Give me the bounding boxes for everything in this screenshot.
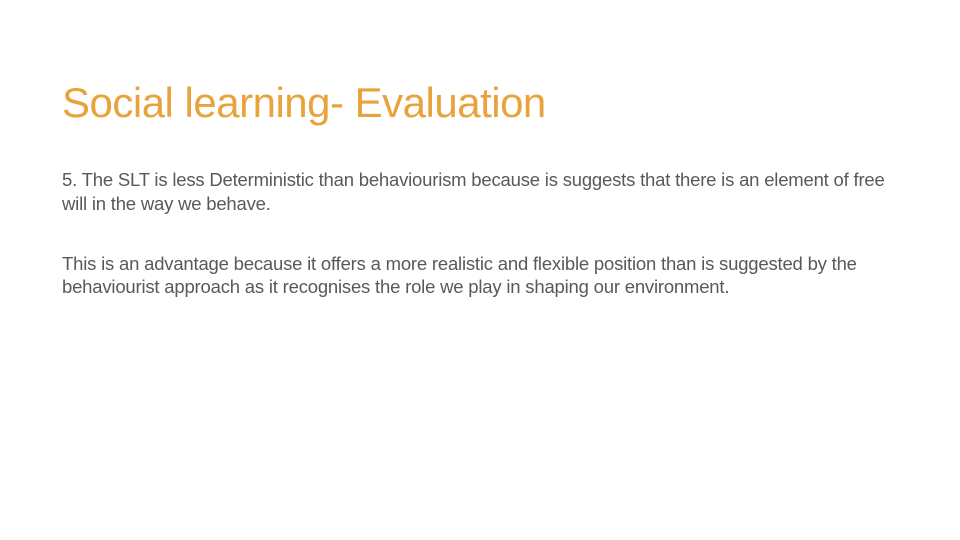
slide-title: Social learning- Evaluation	[62, 80, 898, 126]
slide-container: Social learning- Evaluation 5. The SLT i…	[0, 0, 960, 299]
paragraph-2: This is an advantage because it offers a…	[62, 252, 898, 299]
paragraph-1: 5. The SLT is less Deterministic than be…	[62, 168, 898, 215]
